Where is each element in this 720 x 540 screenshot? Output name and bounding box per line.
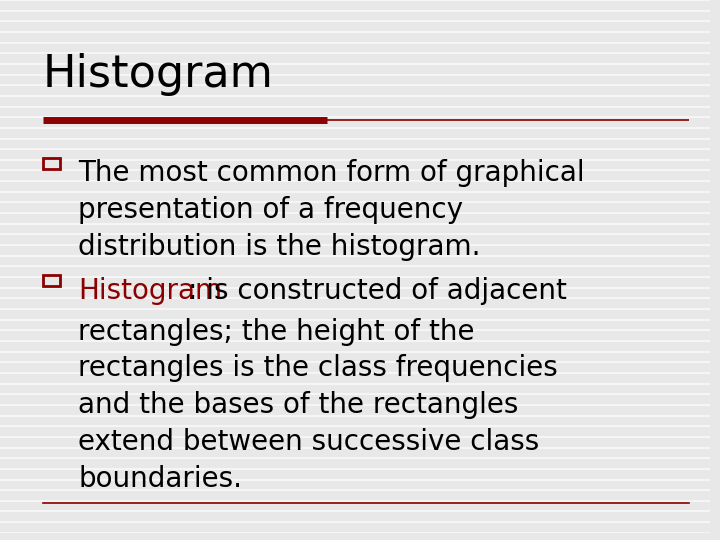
Text: Histogram: Histogram [42,53,274,96]
Text: The most common form of graphical
presentation of a frequency
distribution is th: The most common form of graphical presen… [78,159,585,261]
FancyBboxPatch shape [42,158,60,169]
FancyBboxPatch shape [42,275,60,286]
Text: Histogram: Histogram [78,276,222,305]
Text: rectangles; the height of the
rectangles is the class frequencies
and the bases : rectangles; the height of the rectangles… [78,318,558,492]
Text: : is constructed of adjacent: : is constructed of adjacent [188,276,567,305]
